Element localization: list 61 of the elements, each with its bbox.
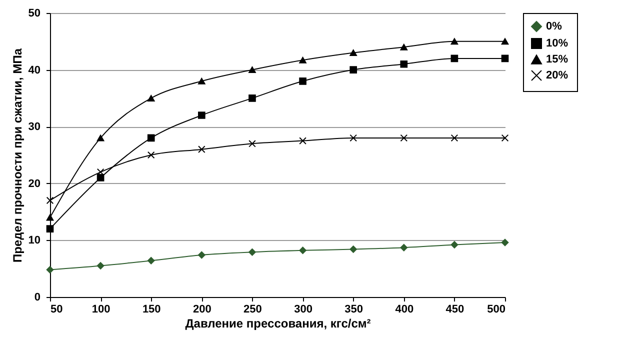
point (450, 38, 458, 45)
point (96, 134, 104, 142)
y-tick-label: 40 (28, 64, 40, 76)
point (501, 134, 509, 142)
point (501, 54, 509, 62)
point (450, 241, 458, 248)
x-tick-label: 150 (142, 304, 161, 316)
point (501, 238, 509, 246)
point (350, 246, 357, 253)
y-tick-label: 0 (34, 292, 40, 304)
x-tick-label: 300 (294, 304, 312, 316)
legend-label: 0% (546, 20, 562, 32)
point (350, 134, 357, 142)
y-tick-label: 10 (28, 234, 40, 247)
point (96, 174, 104, 182)
legend-label: 15% (546, 54, 568, 66)
point (299, 137, 306, 144)
x-tick-label: 400 (395, 304, 414, 316)
point (198, 112, 206, 119)
point (299, 56, 306, 64)
point (299, 246, 306, 254)
point (198, 78, 206, 84)
point (147, 94, 155, 102)
y-tick-label: 30 (28, 121, 40, 134)
point (400, 244, 408, 252)
y-tick-label: 20 (28, 178, 40, 190)
point (96, 262, 104, 270)
x-tick-label: 350 (344, 304, 364, 316)
legend-label: 10% (546, 38, 568, 50)
point (248, 248, 256, 256)
point (46, 266, 54, 274)
point (248, 66, 256, 74)
point (46, 225, 54, 233)
legend-label: 20% (546, 70, 568, 82)
point (299, 78, 306, 85)
point (400, 44, 408, 50)
point (450, 134, 458, 142)
point (400, 134, 408, 142)
point (248, 94, 256, 102)
x-tick-label: 450 (446, 304, 464, 316)
x-tick-label: 500 (487, 304, 506, 316)
point (198, 251, 206, 259)
point (350, 50, 357, 56)
point (248, 140, 256, 148)
point (450, 54, 458, 62)
x-tick-label: 100 (92, 304, 110, 316)
point (147, 134, 155, 142)
x-tick-label: 250 (244, 304, 262, 316)
point (147, 151, 155, 159)
y-tick-label: 50 (28, 8, 40, 20)
point (400, 60, 408, 68)
point (46, 196, 54, 204)
x-axis-title: Давление прессования, кгс/см² (185, 316, 371, 330)
point (147, 256, 155, 264)
x-tick-label: 200 (192, 304, 212, 316)
point (501, 38, 509, 45)
x-tick-label: 50 (50, 304, 63, 316)
point (46, 214, 54, 221)
point (198, 146, 206, 153)
y-axis-title: Предел прочности при сжатии, МПа (10, 48, 24, 263)
point (350, 66, 357, 74)
